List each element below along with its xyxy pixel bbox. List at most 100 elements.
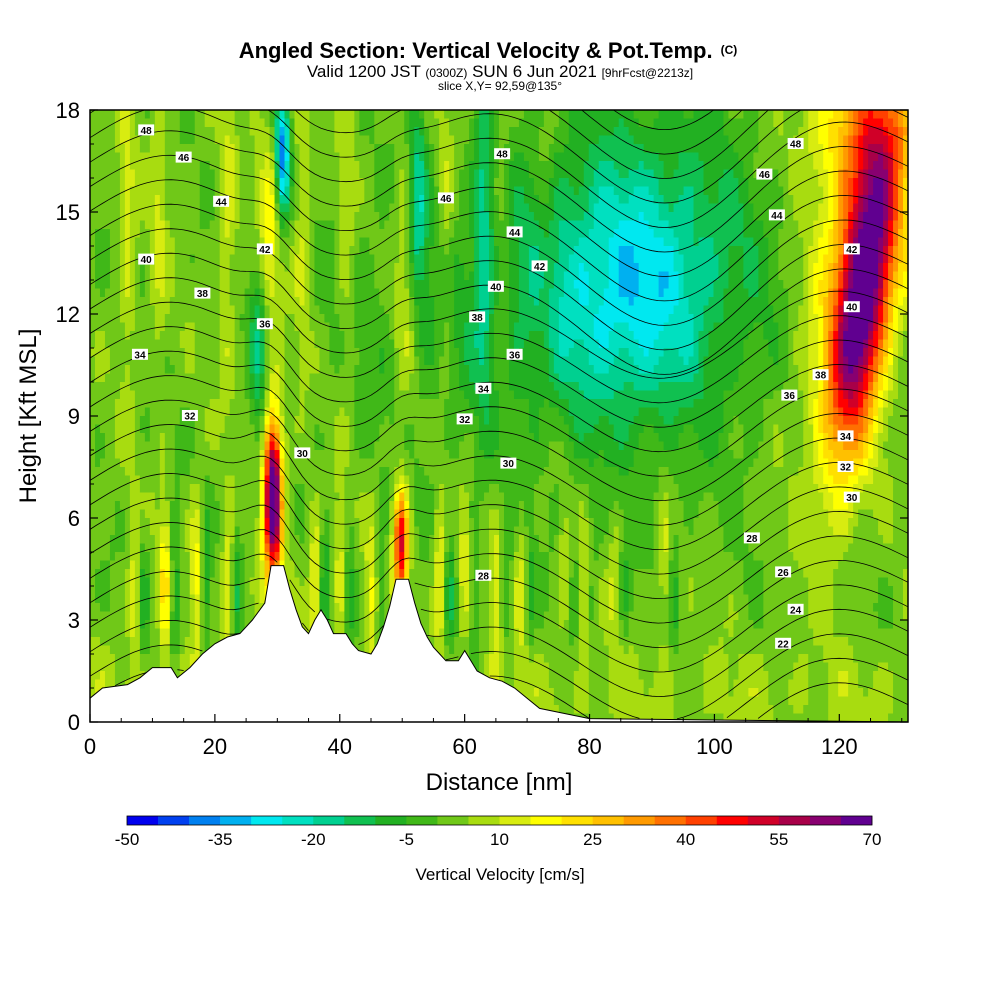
field-cell xyxy=(778,288,784,298)
field-cell xyxy=(104,246,111,256)
field-cell xyxy=(279,186,286,196)
field-cell xyxy=(444,356,450,366)
field-cell xyxy=(404,203,410,213)
field-cell xyxy=(898,195,904,205)
field-cell xyxy=(853,110,859,120)
field-cell xyxy=(479,186,485,196)
field-cell xyxy=(638,220,645,230)
field-cell xyxy=(633,297,640,307)
field-cell xyxy=(109,365,116,375)
field-cell xyxy=(149,288,156,298)
field-cell xyxy=(479,305,485,315)
field-cell xyxy=(598,314,605,324)
field-cell xyxy=(603,263,610,273)
field-cell xyxy=(643,135,650,145)
field-cell xyxy=(269,254,276,264)
field-cell xyxy=(528,271,535,281)
field-cell xyxy=(424,229,430,239)
field-cell xyxy=(608,220,615,230)
field-cell xyxy=(808,203,814,213)
field-cell xyxy=(843,288,849,298)
field-cell xyxy=(678,322,685,332)
field-cell xyxy=(678,169,685,179)
field-cell xyxy=(189,356,196,366)
field-cell xyxy=(254,135,261,145)
field-cell xyxy=(703,305,710,315)
field-cell xyxy=(528,203,535,213)
field-cell xyxy=(633,186,640,196)
field-cell xyxy=(838,178,844,188)
field-cell xyxy=(369,144,375,154)
field-cell xyxy=(119,339,126,349)
field-cell xyxy=(833,246,839,256)
field-cell xyxy=(364,263,370,273)
field-cell xyxy=(499,263,505,273)
field-cell xyxy=(873,110,879,120)
field-cell xyxy=(613,339,620,349)
field-cell xyxy=(578,339,585,349)
field-cell xyxy=(743,288,749,298)
field-cell xyxy=(244,186,251,196)
field-cell xyxy=(583,288,590,298)
field-cell xyxy=(374,212,380,222)
field-cell xyxy=(643,314,650,324)
field-cell xyxy=(339,144,345,154)
field-cell xyxy=(683,254,690,264)
field-cell xyxy=(204,263,211,273)
field-cell xyxy=(818,161,824,171)
field-cell xyxy=(94,169,101,179)
field-cell xyxy=(868,169,874,179)
field-cell xyxy=(628,135,635,145)
field-cell xyxy=(528,178,535,188)
field-cell xyxy=(384,212,390,222)
field-cell xyxy=(673,297,680,307)
field-cell xyxy=(823,178,829,188)
field-cell xyxy=(573,280,580,290)
field-cell xyxy=(708,322,715,332)
field-cell xyxy=(354,331,360,341)
field-cell xyxy=(189,118,196,128)
field-cell xyxy=(668,263,675,273)
field-cell xyxy=(888,237,894,247)
field-cell xyxy=(838,127,844,137)
field-cell xyxy=(548,229,555,239)
field-cell xyxy=(658,288,665,298)
field-cell xyxy=(364,220,370,230)
field-cell xyxy=(793,254,799,264)
field-cell xyxy=(803,263,809,273)
field-cell xyxy=(99,254,106,264)
field-cell xyxy=(499,203,505,213)
field-cell xyxy=(129,161,136,171)
field-cell xyxy=(583,356,590,366)
field-cell xyxy=(538,203,545,213)
field-cell xyxy=(848,118,854,128)
field-cell xyxy=(269,331,276,341)
field-cell xyxy=(878,331,884,341)
field-cell xyxy=(833,263,839,273)
field-cell xyxy=(578,356,585,366)
field-cell xyxy=(693,271,700,281)
field-cell xyxy=(788,322,794,332)
field-cell xyxy=(454,161,460,171)
field-cell xyxy=(409,161,415,171)
field-cell xyxy=(404,118,410,128)
field-cell xyxy=(863,152,869,162)
field-cell xyxy=(813,322,819,332)
field-cell xyxy=(409,169,415,179)
field-cell xyxy=(339,314,345,324)
field-cell xyxy=(808,280,814,290)
field-cell xyxy=(219,229,226,239)
field-cell xyxy=(588,280,595,290)
field-cell xyxy=(688,322,695,332)
field-cell xyxy=(139,297,146,307)
field-cell xyxy=(414,135,420,145)
field-cell xyxy=(444,203,450,213)
field-cell xyxy=(229,339,236,349)
field-cell xyxy=(563,127,570,137)
field-cell xyxy=(538,271,545,281)
field-cell xyxy=(728,297,735,307)
field-cell xyxy=(798,161,804,171)
field-cell xyxy=(384,365,390,375)
field-cell xyxy=(449,118,455,128)
field-cell xyxy=(149,110,156,120)
